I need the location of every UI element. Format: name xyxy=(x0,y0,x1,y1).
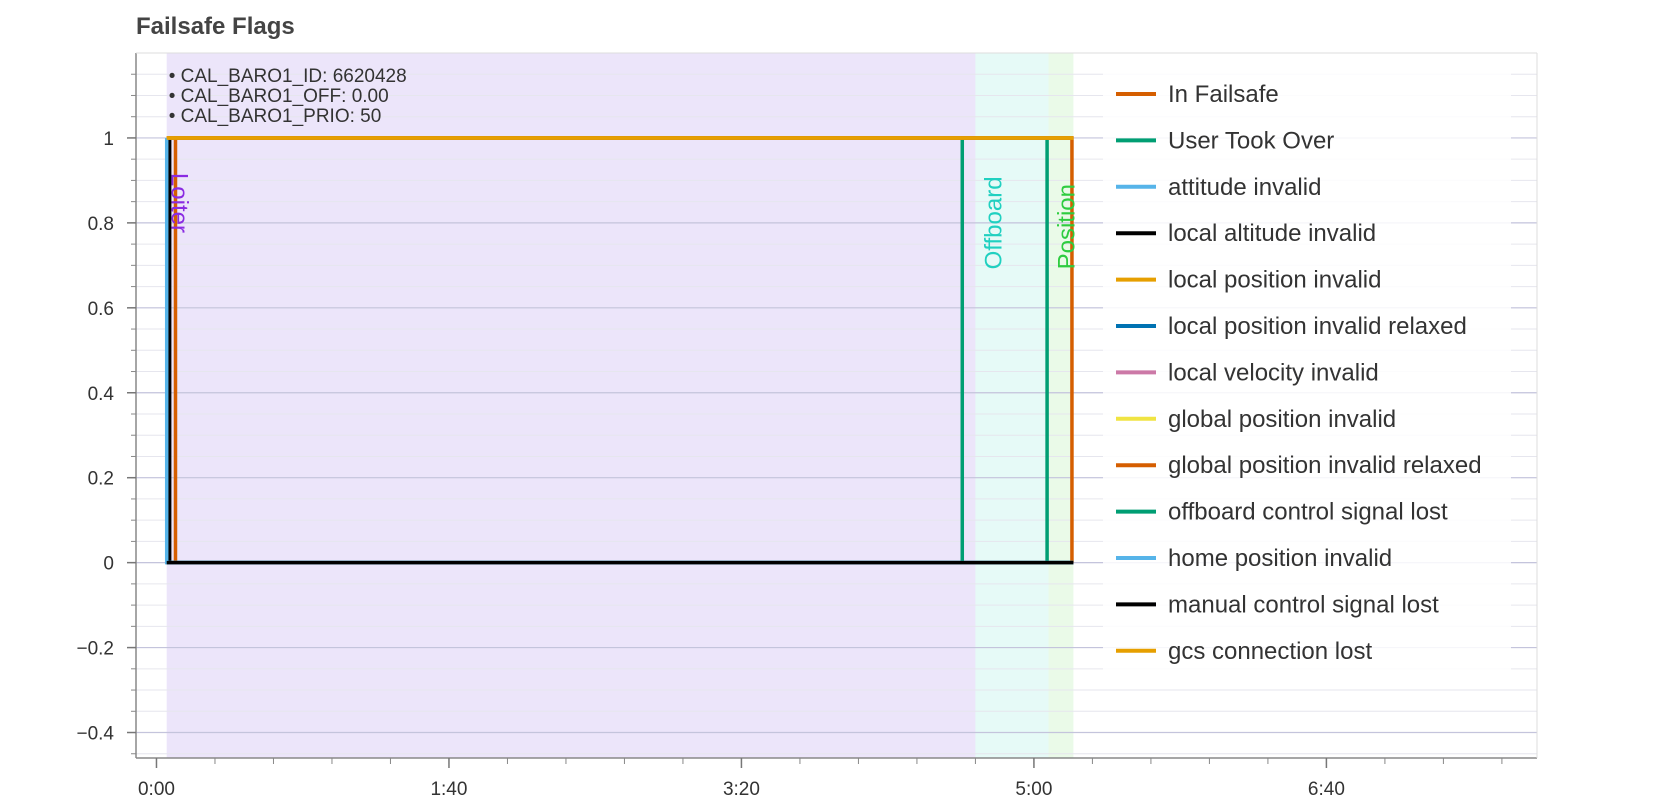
flight-mode-band-offboard xyxy=(975,53,1049,758)
parameter-annotation: • CAL_BARO1_ID: 6620428• CAL_BARO1_OFF: … xyxy=(169,66,407,127)
chart-title: Failsafe Flags xyxy=(136,13,295,40)
legend-label[interactable]: offboard control signal lost xyxy=(1168,499,1448,526)
legend-label[interactable]: In Failsafe xyxy=(1168,81,1279,108)
legend-label[interactable]: local velocity invalid xyxy=(1168,359,1379,386)
flight-mode-label: Position xyxy=(1054,184,1081,269)
flight-mode-label: Loiter xyxy=(166,173,193,233)
flight-mode-bands xyxy=(166,53,1074,758)
annotation-line: • CAL_BARO1_ID: 6620428 xyxy=(169,66,407,87)
legend[interactable]: In Failsafe User Took Over attitude invali… xyxy=(1103,68,1511,680)
legend-label[interactable]: manual control signal lost xyxy=(1168,591,1439,618)
legend-label[interactable]: home position invalid xyxy=(1168,545,1392,572)
legend-label[interactable]: User Took Over xyxy=(1168,127,1334,154)
flight-mode-label: Offboard xyxy=(980,176,1007,269)
legend-label[interactable]: gcs connection lost xyxy=(1168,638,1372,665)
series-lines xyxy=(164,136,1074,565)
legend-label[interactable]: attitude invalid xyxy=(1168,174,1321,201)
legend-label[interactable]: local position invalid relaxed xyxy=(1168,313,1467,340)
axes: −0.4 −0.2 0 0.2 0.4 0.6 0.8 1 0:00 1:40 3:20 5:00 6:… xyxy=(76,52,1538,800)
legend-label[interactable]: local position invalid xyxy=(1168,267,1381,294)
annotation-line: • CAL_BARO1_OFF: 0.00 xyxy=(169,86,389,107)
y-tick-label: −0.4 xyxy=(76,724,114,745)
y-tick-label: −0.2 xyxy=(76,639,114,660)
x-tick-label: 1:40 xyxy=(430,779,467,800)
annotation-line: • CAL_BARO1_PRIO: 50 xyxy=(169,106,382,127)
flight-mode-labels: Loiter Offboard Position xyxy=(166,173,1081,269)
flight-mode-band-loiter xyxy=(166,53,976,758)
y-tick-label: 0.6 xyxy=(88,299,114,320)
legend-label[interactable]: global position invalid relaxed xyxy=(1168,452,1482,479)
x-tick-label: 6:40 xyxy=(1308,779,1345,800)
legend-background xyxy=(1103,68,1511,680)
x-tick-label: 5:00 xyxy=(1015,779,1052,800)
legend-label[interactable]: local altitude invalid xyxy=(1168,220,1376,247)
y-tick-label: 0.4 xyxy=(88,384,115,405)
x-tick-label: 0:00 xyxy=(138,779,175,800)
y-tick-label: 0 xyxy=(103,554,114,575)
y-tick-label: 0.8 xyxy=(88,214,114,235)
y-tick-label: 0.2 xyxy=(88,469,114,490)
y-tick-label: 1 xyxy=(103,129,114,150)
flight-mode-band-position xyxy=(1048,53,1074,758)
legend-label[interactable]: global position invalid xyxy=(1168,406,1396,433)
x-tick-label: 3:20 xyxy=(723,779,760,800)
